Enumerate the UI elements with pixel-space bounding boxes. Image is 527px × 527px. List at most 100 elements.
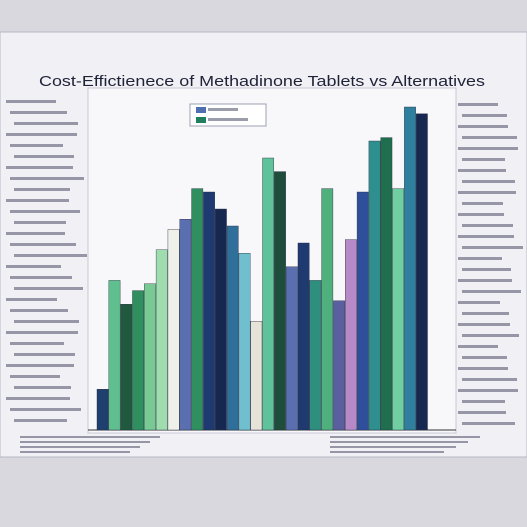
bar [415, 113, 428, 431]
scribble [462, 224, 513, 227]
scribble [6, 364, 74, 367]
bar [191, 188, 204, 431]
legend-scribble [208, 118, 248, 121]
bar [144, 283, 156, 431]
scribble [14, 287, 83, 290]
scribble [6, 298, 57, 301]
bar [262, 157, 275, 431]
scribble [6, 133, 77, 136]
bar [368, 140, 381, 431]
scribble [462, 312, 509, 315]
scribble [10, 276, 72, 279]
scribble [462, 268, 511, 271]
scribble [458, 367, 508, 370]
bar [96, 389, 109, 431]
bar [238, 252, 251, 431]
scribble [462, 136, 517, 139]
scribble [10, 177, 84, 180]
scribble [10, 144, 63, 147]
bar [155, 249, 168, 431]
bar [215, 208, 227, 431]
scribble [14, 320, 79, 323]
scribble [14, 386, 71, 389]
scribble [458, 301, 500, 304]
scribble [458, 235, 514, 238]
scribble [14, 188, 70, 191]
scribble [10, 408, 81, 411]
legend-swatch [196, 117, 206, 123]
scribble [20, 446, 140, 448]
legend-box [189, 103, 267, 127]
scribble [14, 122, 78, 125]
scribble [10, 243, 76, 246]
scribble [330, 451, 444, 453]
scribble [458, 147, 518, 150]
bar [167, 229, 180, 431]
bar [203, 191, 215, 431]
scribble [458, 279, 512, 282]
scribble [458, 345, 498, 348]
bar [321, 188, 334, 431]
scribble [20, 441, 150, 443]
scribble [14, 155, 74, 158]
scribble [6, 166, 73, 169]
scribble [10, 210, 80, 213]
bar [274, 171, 286, 431]
scribble [462, 422, 515, 425]
scribble [462, 400, 505, 403]
scribble [458, 411, 506, 414]
scribble [458, 389, 518, 392]
scribble [20, 436, 160, 438]
bar [345, 239, 357, 431]
scribble [462, 180, 515, 183]
scribble [462, 114, 507, 117]
scribble [6, 199, 69, 202]
bar [226, 225, 239, 431]
scribble [14, 419, 67, 422]
bar [108, 280, 121, 431]
bar [333, 300, 345, 431]
scribble [14, 221, 66, 224]
scribble [6, 232, 65, 235]
scribble [458, 213, 504, 216]
bar [404, 106, 416, 431]
chart-title: Cost-Effictienece of Methadinone Tablets… [39, 73, 485, 90]
illegible-text [6, 100, 523, 453]
scribble [6, 265, 61, 268]
scribble [458, 323, 510, 326]
scribble [330, 441, 468, 443]
bar [179, 218, 192, 431]
scribble [6, 100, 56, 103]
scribble [10, 342, 64, 345]
scribble [462, 246, 523, 249]
scribble [20, 451, 130, 453]
bar [297, 242, 310, 431]
bar [392, 188, 405, 431]
scribble [458, 191, 516, 194]
scribble [462, 356, 507, 359]
bar [285, 266, 298, 431]
scribble [458, 103, 498, 106]
scribble [462, 202, 503, 205]
scribble [330, 436, 480, 438]
scribble [458, 169, 506, 172]
bar [132, 290, 144, 431]
scribble [10, 309, 68, 312]
scribble [10, 111, 67, 114]
scribble [6, 331, 78, 334]
scribble [462, 158, 505, 161]
scribble [10, 375, 60, 378]
bar [250, 321, 263, 431]
scribble [462, 334, 519, 337]
scribble [6, 397, 70, 400]
scribble [458, 125, 508, 128]
scribble [462, 378, 517, 381]
scribble [14, 353, 75, 356]
bar [120, 304, 133, 431]
bar [309, 280, 322, 431]
legend-swatch [196, 107, 206, 113]
scribble [458, 257, 502, 260]
legend-scribble [208, 108, 238, 111]
